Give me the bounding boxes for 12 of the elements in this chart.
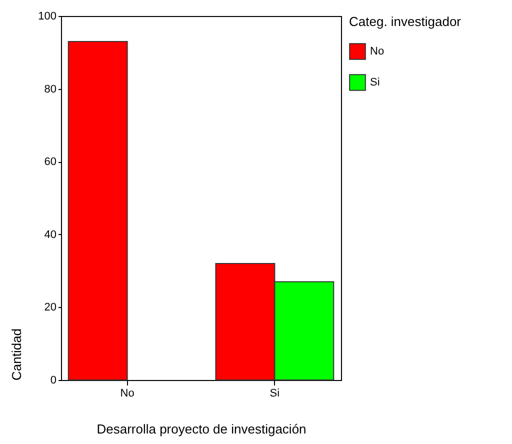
y-tick-label: 40 (44, 228, 56, 241)
y-tick-label: 60 (44, 156, 56, 168)
legend-title: Categ. investigador (349, 14, 462, 29)
x-axis-title: Desarrolla proyecto de investigación (96, 422, 306, 436)
y-axis-title: Cantidad (9, 328, 24, 380)
y-tick-label: 20 (44, 302, 56, 314)
y-tick-label: 100 (38, 10, 56, 22)
bar (68, 40, 128, 380)
y-tick-label: 0 (50, 374, 56, 386)
legend-label: No (370, 46, 384, 58)
y-tick-label: 80 (44, 83, 56, 96)
legend-label: Si (370, 76, 380, 88)
